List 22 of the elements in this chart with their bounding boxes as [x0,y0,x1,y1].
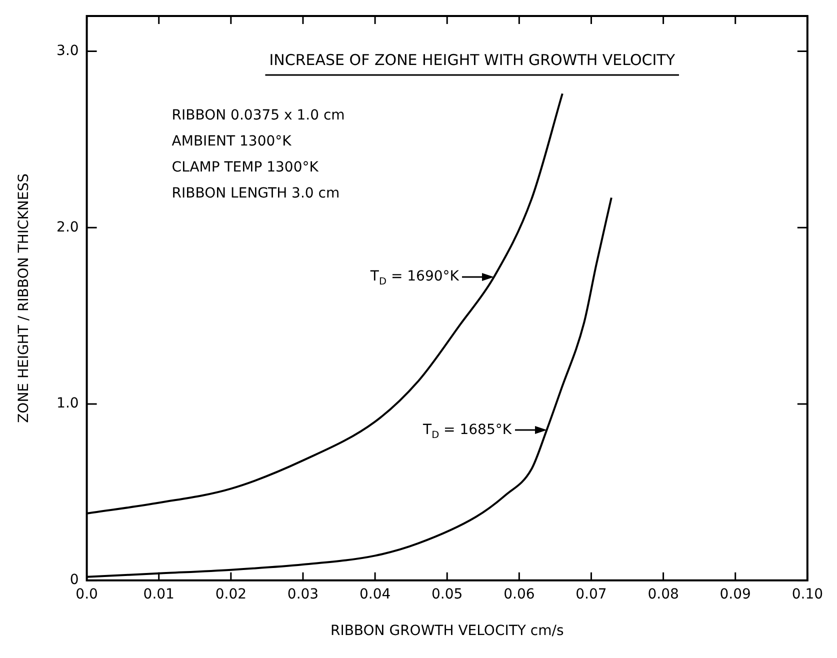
y-tick-label: 2.0 [56,219,79,236]
y-tick-label: 0 [70,572,79,588]
x-tick-label: 0.08 [648,586,679,602]
annotation: CLAMP TEMP 1300°K [172,160,320,176]
x-tick-label: 0.03 [287,586,319,602]
annotation: AMBIENT 1300°K [172,134,292,150]
y-tick-label: 3.0 [56,42,79,59]
y-tick-label: 1.0 [56,396,79,412]
text: INCREASE OF ZONE HEIGHT WITH GROWTH VELOCITY [269,50,676,69]
annotation: RIBBON LENGTH 3.0 cm [172,186,340,202]
annotation: RIBBON 0.0375 x 1.0 cm [172,108,345,124]
y-axis-title: ZONE HEIGHT / RIBBON THICKNESS [16,173,32,423]
x-tick-label: 0.0 [76,586,98,602]
x-tick-label: 0.09 [720,586,751,602]
x-tick-label: 0.06 [504,586,535,602]
x-tick-label: 0.10 [792,586,823,602]
x-tick-label: 0.01 [143,586,174,602]
x-tick-label: 0.07 [576,586,607,602]
x-tick-label: 0.02 [215,586,247,602]
x-tick-label: 0.05 [432,586,463,602]
x-axis-title: RIBBON GROWTH VELOCITY cm/s [330,623,564,640]
x-tick-label: 0.04 [359,586,391,602]
